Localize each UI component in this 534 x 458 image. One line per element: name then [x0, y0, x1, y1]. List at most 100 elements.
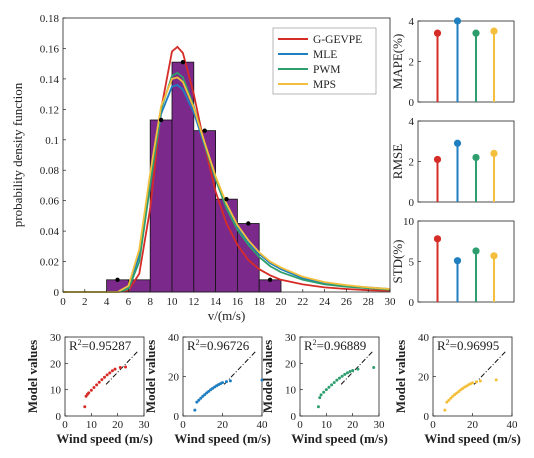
- sc2-panel: 0 20 40 0 20 40 R2=0.96726 Wind speed (m/s) Mode…: [143, 332, 271, 446]
- main-x-tick-label: 30: [385, 296, 397, 308]
- sc3-point: [340, 374, 344, 378]
- sc1-y-tick-label: 10: [50, 385, 62, 397]
- sc3-y-tick-label: 30: [285, 332, 297, 344]
- main-x-tick-label: 14: [210, 296, 222, 308]
- sc4-point: [445, 400, 449, 404]
- main-y-tick-label: 0.08: [40, 165, 60, 177]
- sc3-point: [318, 396, 322, 400]
- main-x-tick-label: 18: [254, 296, 266, 308]
- sc3-point: [343, 372, 347, 376]
- rmse-panel: 0 2 4 RMSE: [390, 116, 515, 209]
- rmse-y-tick-label: 4: [409, 116, 415, 128]
- sc2-point: [193, 408, 197, 412]
- sc1-x-tick-label: 10: [86, 419, 98, 431]
- sc1-point: [110, 369, 114, 373]
- sc1-x-tick-label: 0: [62, 419, 68, 431]
- sc3-x-tick-label: 20: [347, 419, 359, 431]
- sc1-point: [87, 391, 91, 395]
- mape-y-tick-label: 4: [409, 16, 415, 28]
- main-y-axis-label: probability density function: [10, 82, 25, 227]
- main-y-tick-label: 0.16: [40, 43, 60, 55]
- main-x-tick-label: 8: [147, 296, 153, 308]
- main-y-tick-label: 0.18: [40, 13, 60, 25]
- sc4-x-tick-label: 0: [430, 419, 436, 431]
- empirical-point-3: [180, 59, 186, 65]
- sc3-point: [322, 390, 326, 394]
- std-y-axis-label: STD(%): [390, 239, 405, 283]
- sc1-x-axis-label: Wind speed (m/s): [56, 431, 153, 446]
- sc3-point: [327, 385, 331, 389]
- main-x-tick-label: 0: [60, 296, 66, 308]
- sc1-x-tick-label: 20: [112, 419, 124, 431]
- sc3-x-axis-label: Wind speed (m/s): [291, 431, 388, 446]
- sc2-point: [228, 379, 232, 383]
- rmse-y-tick-label: 0: [409, 197, 415, 209]
- sc4-x-tick-label: 20: [467, 419, 479, 431]
- std-stem-marker-1: [433, 235, 442, 243]
- main-x-tick-label: 16: [232, 296, 244, 308]
- sc3-point: [345, 371, 349, 375]
- empirical-point-7: [267, 277, 273, 283]
- std-stem-marker-2: [453, 257, 462, 265]
- main-x-tick-label: 28: [363, 296, 375, 308]
- sc3-y-tick-label: 10: [285, 385, 297, 397]
- std-y-tick-label: 10: [403, 216, 415, 228]
- empirical-point-5: [224, 196, 229, 202]
- sc4-y-tick-label: 40: [418, 332, 430, 344]
- sc3-point: [330, 383, 334, 387]
- sc3-point: [319, 393, 323, 397]
- legend-label-mle: MLE: [313, 49, 337, 61]
- sc1-point: [103, 375, 106, 379]
- sc3-point: [351, 368, 355, 372]
- sc1-point: [118, 366, 122, 370]
- mape-stem-marker-4: [490, 27, 498, 35]
- mape-stem-marker-2: [453, 17, 462, 25]
- main-y-tick-label: 0: [54, 287, 60, 299]
- main-x-tick-label: 22: [297, 296, 308, 308]
- histogram-bar-6: [215, 198, 238, 293]
- sc2-x-axis-label: Wind speed (m/s): [174, 431, 271, 446]
- sc3-y-tick-label: 0: [291, 411, 297, 423]
- sc2-point: [197, 398, 201, 402]
- mape-y-axis-label: MAPE(%): [390, 34, 405, 90]
- sc2-point: [224, 380, 228, 384]
- sc1-panel: 0 10 20 30 0 10 20 30 R2=0.95287 Wind speed (m/s)…: [25, 332, 153, 446]
- sc4-point: [471, 381, 474, 385]
- mape-stem-marker-1: [433, 29, 442, 37]
- sc3-reference-line: [340, 350, 374, 385]
- sc1-reference-line: [105, 350, 139, 385]
- std-y-tick-label: 5: [409, 257, 415, 269]
- sc2-x-tick-label: 0: [180, 419, 186, 431]
- sc2-point: [195, 400, 199, 404]
- legend-label-pwm: PWM: [313, 64, 340, 76]
- sc1-x-tick-label: 30: [139, 419, 151, 431]
- empirical-point-2: [158, 117, 164, 123]
- rmse-stem-marker-4: [490, 149, 498, 157]
- sc1-y-tick-label: 20: [50, 358, 62, 370]
- rmse-stem-marker-2: [453, 139, 462, 147]
- sc1-axes-frame: [64, 336, 145, 417]
- sc1-r-squared-annotation: R2=0.95287: [69, 338, 132, 353]
- sc3-point: [316, 405, 320, 409]
- sc3-y-tick-label: 20: [285, 358, 297, 370]
- empirical-point-6: [246, 221, 251, 226]
- main-x-tick-label: 2: [82, 296, 88, 308]
- std-axes-frame: [417, 220, 515, 303]
- main-x-tick-label: 26: [341, 296, 353, 308]
- legend-label-g-gevpe: G-GEVPE: [313, 34, 362, 46]
- mape-y-tick-label: 0: [409, 97, 415, 109]
- mape-axes-frame: [417, 20, 515, 103]
- sc1-point: [124, 365, 128, 369]
- std-stem-marker-3: [472, 247, 480, 255]
- sc2-r-squared-annotation: R2=0.96726: [187, 338, 250, 353]
- main-chart: 0 2 4 6 8 10 12 14 16 18 20 22 24 26 28 3000.020.040.06…: [10, 13, 396, 323]
- rmse-y-axis-label: RMSE: [390, 144, 405, 179]
- main-y-tick-label: 0.12: [40, 104, 59, 116]
- mape-y-tick-label: 2: [409, 57, 415, 69]
- main-x-tick-label: 10: [167, 296, 179, 308]
- sc4-point: [443, 408, 447, 412]
- sc4-y-tick-label: 0: [424, 411, 430, 423]
- sc1-point: [97, 380, 101, 384]
- rmse-y-tick-label: 2: [409, 157, 415, 169]
